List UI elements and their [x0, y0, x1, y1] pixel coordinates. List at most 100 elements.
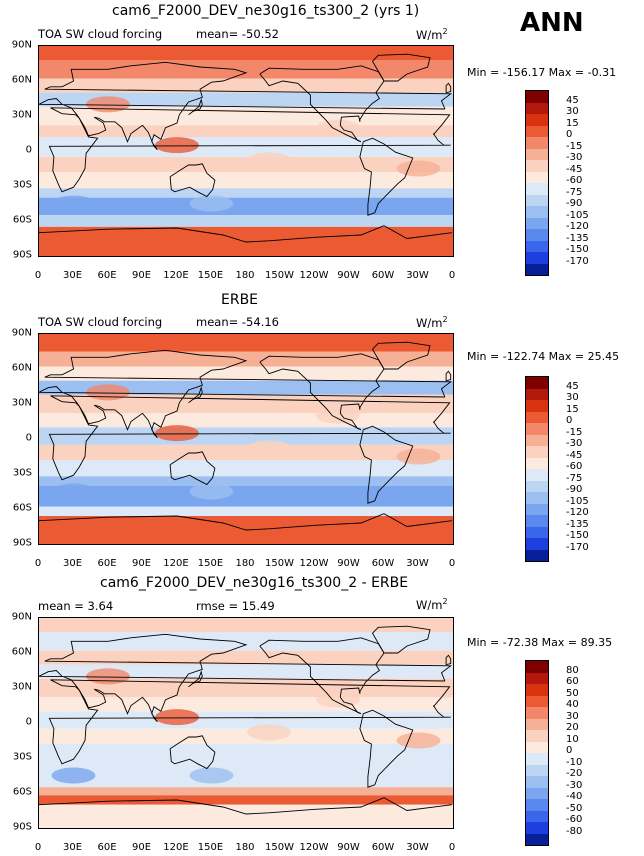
colorbar-swatch	[526, 753, 548, 765]
y-tick-label: 30N	[11, 109, 32, 121]
y-tick-label: 90N	[11, 39, 32, 51]
coastline	[188, 386, 203, 404]
colorbar-swatch	[526, 822, 548, 834]
contour-patch	[247, 440, 291, 457]
contour-patch	[86, 96, 130, 113]
contour-patch	[51, 767, 96, 784]
colorbar-level-label: 0	[566, 745, 573, 756]
colorbar-swatch	[526, 252, 548, 264]
colorbar-level-label: -105	[566, 209, 589, 221]
x-tick-label: 90E	[131, 842, 152, 853]
colorbar-level-label: -30	[566, 152, 583, 163]
contour-band	[39, 804, 453, 828]
x-tick-label: 60E	[97, 558, 117, 569]
colorbar-level-label: -20	[566, 768, 583, 779]
coastline	[359, 709, 414, 788]
contour-patch	[189, 767, 234, 784]
panel2-colorbar	[525, 376, 549, 562]
y-tick-label: 0	[25, 716, 32, 728]
colorbar-level-label: -15	[566, 426, 583, 438]
coastline	[169, 735, 216, 770]
colorbar-swatch	[526, 102, 548, 114]
x-tick-label: 90W	[337, 842, 360, 853]
colorbar-level-label: -135	[566, 232, 589, 244]
colorbar-level-label: -60	[566, 814, 583, 825]
x-tick-label: 120E	[163, 842, 189, 853]
colorbar-swatch	[526, 229, 548, 241]
panel2-title: ERBE	[221, 292, 259, 308]
contour-band	[39, 618, 453, 632]
contour-patch	[155, 425, 199, 442]
contour-band	[39, 728, 453, 744]
colorbar-level-label: 30	[566, 106, 579, 117]
y-tick-label: 90S	[12, 821, 32, 833]
colorbar-level-label: 45	[566, 380, 579, 392]
contour-band	[39, 380, 453, 395]
colorbar-level-label: 20	[566, 722, 579, 733]
coastline	[169, 163, 216, 198]
colorbar-swatch	[526, 457, 548, 469]
contour-patch	[51, 483, 96, 500]
colorbar-swatch	[526, 810, 548, 822]
contour-patch	[396, 160, 441, 177]
panel3-units: W/m2	[416, 597, 448, 612]
coastline	[188, 98, 203, 116]
colorbar-swatch	[526, 707, 548, 719]
contour-patch	[316, 407, 360, 424]
colorbar-swatch	[526, 183, 548, 195]
colorbar-swatch	[526, 833, 548, 845]
colorbar-swatch	[526, 480, 548, 492]
colorbar-level-label: 15	[566, 403, 579, 415]
x-tick-label: 150W	[265, 842, 294, 853]
coastline	[188, 670, 203, 688]
x-tick-label: 150E	[197, 558, 224, 569]
x-tick-label: 0	[448, 270, 456, 281]
colorbar-level-label: -75	[566, 472, 583, 484]
colorbar-swatch	[526, 684, 548, 696]
x-tick-label: 120W	[299, 558, 329, 569]
contour-band	[39, 188, 453, 198]
colorbar-swatch	[526, 137, 548, 149]
colorbar-level-label: -40	[566, 791, 583, 802]
colorbar-swatch	[526, 160, 548, 172]
panel1-colorbar	[525, 90, 549, 276]
colorbar-level-label: -170	[566, 541, 589, 553]
colorbar-level-label: 0	[566, 129, 573, 140]
x-tick-label: 120E	[163, 270, 189, 281]
colorbar-swatch	[526, 434, 548, 446]
y-tick-label: 30S	[12, 467, 32, 479]
colorbar-swatch	[526, 469, 548, 481]
x-tick-label: 60W	[371, 270, 395, 281]
panel1-mean-label: mean= -50.52	[196, 27, 279, 41]
coastline	[39, 633, 453, 723]
x-tick-label: 90W	[337, 270, 360, 281]
contour-patch	[247, 152, 291, 169]
panel3-minmax: Min = -72.38 Max = 89.35	[467, 636, 613, 649]
x-tick-label: 120W	[299, 270, 329, 281]
coastline	[48, 107, 451, 193]
coastline	[39, 797, 452, 815]
colorbar-swatch	[526, 125, 548, 137]
contour-patch	[396, 732, 441, 749]
y-tick-label: 90S	[12, 537, 32, 549]
colorbar-swatch	[526, 171, 548, 183]
x-tick-label: 30W	[406, 842, 429, 853]
coastline	[445, 370, 452, 382]
colorbar-level-label: -90	[566, 198, 583, 209]
x-tick-label: 150E	[197, 842, 224, 853]
contour-band	[39, 444, 453, 460]
colorbar-swatch	[526, 695, 548, 707]
colorbar-swatch	[526, 194, 548, 206]
x-tick-label: 60W	[371, 842, 395, 853]
coastline	[371, 625, 431, 654]
contour-band	[39, 125, 453, 137]
contour-band	[39, 711, 453, 729]
contour-band	[39, 394, 453, 414]
colorbar-swatch	[526, 718, 548, 730]
colorbar-level-label: -10	[566, 756, 583, 768]
x-tick-label: 150E	[197, 270, 224, 281]
colorbar-swatch	[526, 91, 548, 103]
contour-band	[39, 460, 453, 477]
contour-band	[39, 46, 453, 60]
coastline	[39, 513, 452, 531]
